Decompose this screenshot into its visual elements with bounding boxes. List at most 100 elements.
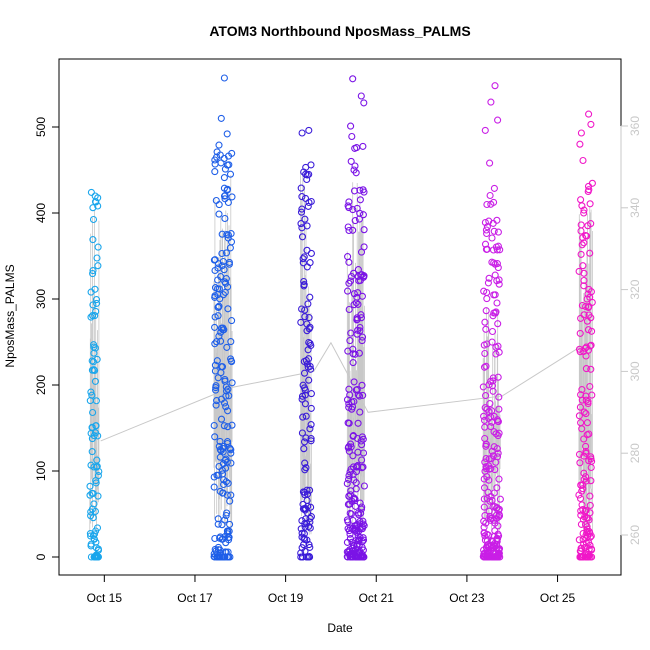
data-point [222, 279, 230, 287]
data-point [355, 541, 363, 549]
data-point [89, 531, 97, 540]
data-point [298, 429, 306, 437]
data-point [349, 226, 357, 234]
data-point [576, 348, 584, 356]
data-point [306, 293, 314, 301]
data-point [300, 438, 309, 446]
data-point [343, 479, 351, 488]
data-point [297, 525, 305, 533]
data-point [221, 165, 229, 173]
data-point [486, 516, 494, 524]
data-point [493, 299, 501, 307]
data-point [488, 234, 496, 242]
data-point [228, 193, 236, 201]
data-point [482, 325, 490, 333]
data-point [485, 507, 493, 515]
data-point [483, 405, 491, 413]
data-point [307, 437, 315, 445]
data-point [360, 99, 368, 107]
data-point [222, 387, 231, 395]
data-point [356, 186, 364, 194]
data-point [350, 495, 358, 503]
data-point [359, 534, 367, 542]
data-point [297, 208, 306, 216]
data-point [359, 520, 367, 528]
data-point [302, 163, 310, 171]
data-points [86, 74, 596, 561]
data-point [301, 215, 309, 223]
data-point [580, 540, 588, 548]
data-point [215, 201, 223, 209]
data-point [305, 314, 313, 322]
data-point [350, 187, 359, 195]
data-point [487, 98, 495, 106]
data-point [588, 391, 596, 399]
data-point [221, 214, 229, 223]
data-point [495, 348, 503, 356]
data-point [94, 546, 103, 554]
data-point [224, 305, 232, 313]
x-tick-label: Oct 19 [268, 591, 304, 605]
data-point [489, 542, 497, 550]
data-point [349, 403, 357, 411]
data-point [584, 398, 592, 406]
data-point [298, 129, 306, 137]
data-point [223, 230, 231, 239]
data-point [300, 253, 308, 261]
data-point [300, 445, 308, 453]
data-point [210, 421, 218, 430]
data-point [221, 456, 229, 464]
data-point [580, 311, 588, 319]
data-point [88, 357, 96, 365]
data-point [219, 470, 227, 478]
data-point [90, 530, 99, 538]
data-point [353, 462, 362, 470]
data-point [480, 363, 489, 371]
data-point [213, 397, 221, 405]
data-point [303, 246, 311, 254]
data-point [580, 206, 588, 214]
data-point [90, 349, 98, 357]
data-point [349, 452, 357, 460]
data-point [89, 358, 98, 366]
data-point [300, 282, 308, 290]
data-point [214, 520, 222, 528]
data-point [494, 534, 502, 543]
data-point [227, 338, 235, 346]
data-point [488, 338, 496, 346]
data-point [302, 515, 310, 523]
data-point [587, 120, 595, 128]
data-point [87, 288, 95, 296]
data-point [227, 230, 235, 238]
data-point [300, 369, 309, 377]
data-point [226, 244, 234, 252]
data-point [345, 258, 353, 266]
data-point [345, 419, 353, 427]
data-point [486, 553, 494, 561]
data-point [93, 254, 101, 262]
data-point [353, 144, 361, 152]
data-point [480, 503, 488, 511]
data-point [585, 302, 593, 311]
data-point [494, 116, 502, 124]
data-point [220, 174, 228, 182]
data-point [88, 489, 96, 497]
data-point [348, 132, 356, 141]
data-point [582, 365, 590, 373]
data-point [211, 340, 219, 348]
data-point [89, 204, 97, 212]
data-point [228, 379, 236, 387]
data-point [580, 239, 588, 247]
data-point [89, 408, 97, 417]
data-point [297, 220, 305, 228]
data-point [211, 168, 219, 176]
data-point [86, 482, 94, 490]
data-point [485, 465, 493, 473]
data-point [217, 328, 225, 336]
data-point [582, 302, 590, 311]
data-point [345, 198, 353, 206]
data-point [300, 277, 308, 286]
data-point [298, 392, 307, 400]
data-point [345, 226, 353, 235]
data-point [586, 492, 594, 500]
